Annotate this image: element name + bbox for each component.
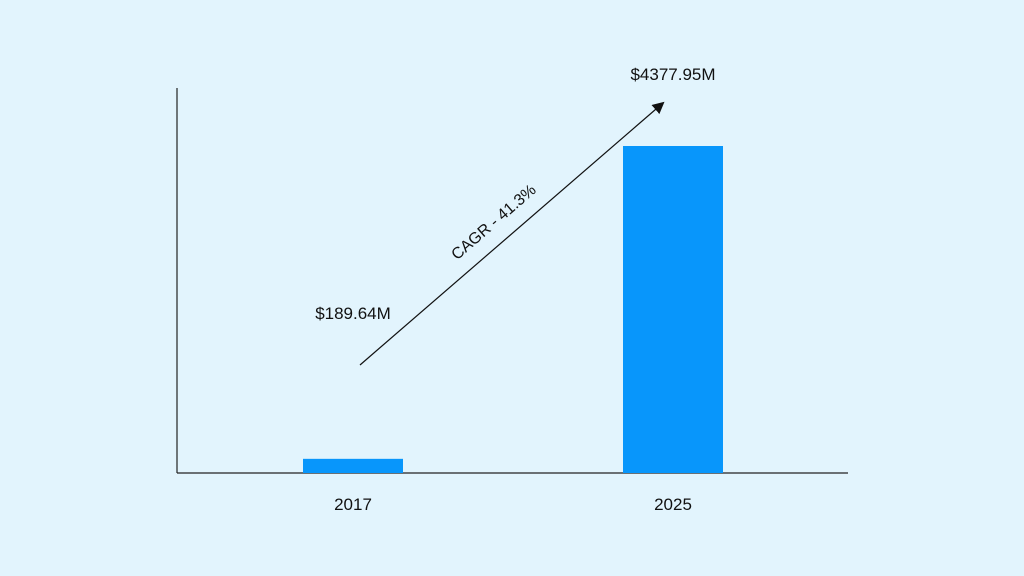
data-label-2025: $4377.95M <box>630 65 715 84</box>
x-tick-label-2025: 2025 <box>654 495 692 514</box>
data-label-2017: $189.64M <box>315 304 391 323</box>
bars-group <box>303 146 723 473</box>
cagr-annotation: CAGR - 41.3% <box>448 182 539 264</box>
bar-2017 <box>303 458 403 473</box>
x-tick-label-2017: 2017 <box>334 495 372 514</box>
labels-group: 2017 $189.64M 2025 $4377.95M <box>315 65 715 514</box>
cagr-arrow <box>359 101 665 366</box>
bar-2025 <box>623 146 723 473</box>
